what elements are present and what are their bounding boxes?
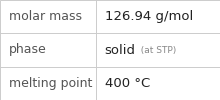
Text: (at STP): (at STP): [136, 46, 177, 54]
Text: solid: solid: [104, 44, 136, 56]
Text: melting point: melting point: [9, 77, 92, 90]
Text: 400 °C: 400 °C: [104, 77, 150, 90]
Text: 126.94 g/mol: 126.94 g/mol: [104, 10, 193, 23]
Text: phase: phase: [9, 44, 47, 56]
Text: molar mass: molar mass: [9, 10, 82, 23]
